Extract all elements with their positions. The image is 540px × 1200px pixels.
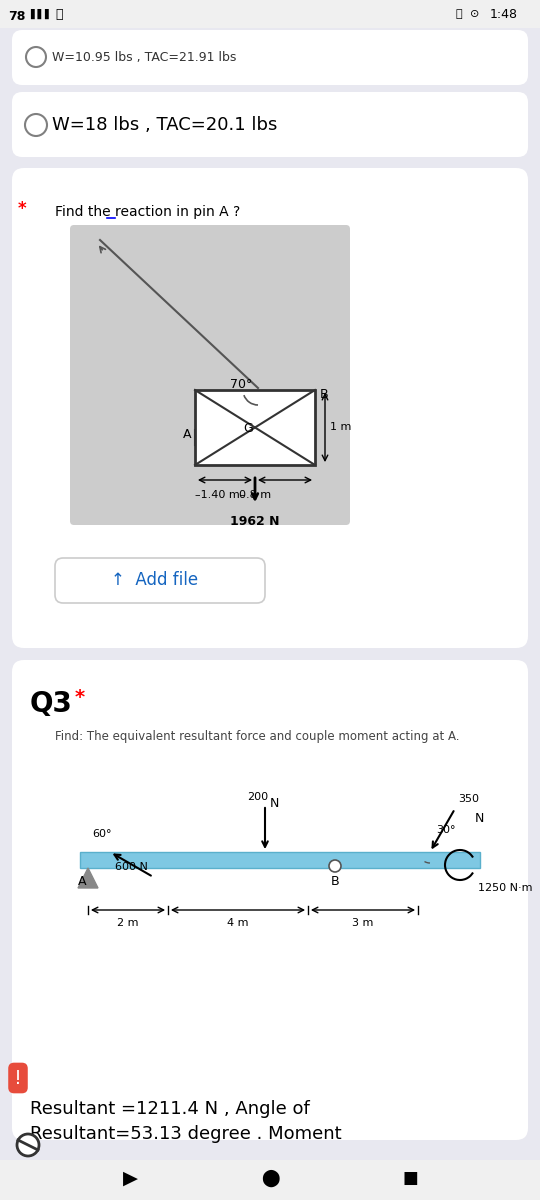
Text: 70°: 70° — [230, 378, 252, 391]
Text: 2 m: 2 m — [117, 918, 139, 928]
FancyBboxPatch shape — [70, 226, 350, 526]
Text: N: N — [475, 812, 484, 826]
Text: 1 m: 1 m — [330, 422, 352, 432]
FancyBboxPatch shape — [12, 92, 528, 157]
Text: !: ! — [14, 1068, 22, 1087]
FancyBboxPatch shape — [55, 558, 265, 602]
Text: 600 N: 600 N — [116, 862, 148, 872]
Text: 1250 N·m: 1250 N·m — [478, 883, 532, 893]
Text: ⌒: ⌒ — [55, 7, 63, 20]
Text: 78: 78 — [8, 10, 25, 23]
Bar — [80, 852, 480, 868]
Polygon shape — [78, 868, 98, 888]
Text: 🔔: 🔔 — [455, 8, 462, 19]
Text: 60°: 60° — [92, 829, 111, 839]
Circle shape — [17, 1134, 39, 1156]
Text: Q3: Q3 — [30, 690, 73, 718]
Text: W=18 lbs , TAC=20.1 lbs: W=18 lbs , TAC=20.1 lbs — [52, 116, 278, 134]
Text: 4 m: 4 m — [227, 918, 249, 928]
Text: 1962 N: 1962 N — [230, 515, 280, 528]
Text: 0.8 m: 0.8 m — [239, 490, 271, 500]
Text: Resultant =1211.4 N , Angle of: Resultant =1211.4 N , Angle of — [30, 1100, 310, 1118]
Text: 1:48: 1:48 — [490, 7, 518, 20]
Text: ▶: ▶ — [123, 1169, 138, 1188]
Text: G: G — [243, 421, 253, 434]
Text: Resultant=53.13 degree . Moment: Resultant=53.13 degree . Moment — [30, 1126, 342, 1142]
FancyBboxPatch shape — [0, 0, 540, 28]
Text: ■: ■ — [402, 1169, 418, 1187]
FancyBboxPatch shape — [12, 660, 528, 1140]
Text: ↑  Add file: ↑ Add file — [111, 571, 199, 589]
Text: 3 m: 3 m — [352, 918, 374, 928]
Text: 350: 350 — [458, 793, 479, 804]
Text: ⊙: ⊙ — [470, 8, 480, 19]
Text: W=10.95 lbs , TAC=21.91 lbs: W=10.95 lbs , TAC=21.91 lbs — [52, 50, 237, 64]
Text: A: A — [183, 428, 192, 442]
Text: *: * — [75, 688, 85, 707]
Text: Find: The equivalent resultant force and couple moment acting at A.: Find: The equivalent resultant force and… — [55, 730, 460, 743]
Text: 30°: 30° — [436, 826, 456, 835]
Circle shape — [25, 114, 47, 136]
Text: N: N — [270, 797, 279, 810]
Bar — [195, 390, 315, 464]
Text: A: A — [78, 875, 86, 888]
Text: ⬤: ⬤ — [261, 1169, 279, 1187]
Text: 200: 200 — [247, 792, 268, 802]
Text: *: * — [18, 200, 26, 218]
Text: Find the reaction in pin A ?: Find the reaction in pin A ? — [55, 205, 240, 218]
FancyBboxPatch shape — [12, 30, 528, 85]
Text: –1.40 m–: –1.40 m– — [195, 490, 245, 500]
Text: B: B — [320, 389, 329, 402]
FancyBboxPatch shape — [12, 168, 528, 648]
Text: B: B — [330, 875, 339, 888]
FancyBboxPatch shape — [0, 1160, 540, 1200]
Circle shape — [329, 860, 341, 872]
Text: ▌▌▌: ▌▌▌ — [30, 8, 52, 19]
Circle shape — [26, 47, 46, 67]
